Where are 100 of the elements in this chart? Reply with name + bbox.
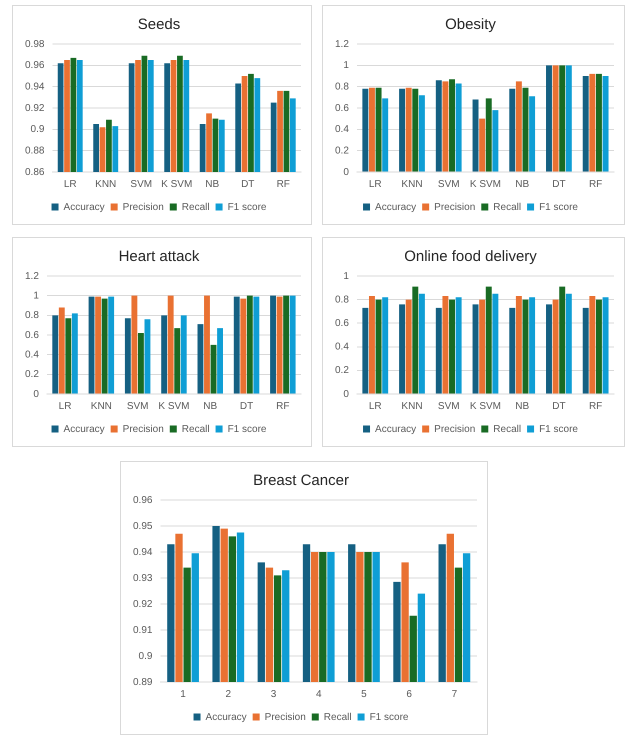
x-tick-label: SVM: [438, 400, 460, 412]
bar: [509, 308, 516, 394]
bar: [161, 315, 168, 394]
legend-label: Precision: [264, 712, 306, 723]
x-tick-label: LR: [64, 178, 77, 190]
y-tick-label: 0.6: [334, 318, 350, 329]
x-tick-label: RF: [588, 400, 602, 412]
y-tick-label: 0.92: [24, 102, 45, 114]
bar: [566, 294, 572, 394]
legend-label: Precision: [434, 202, 476, 213]
legend-label: Accuracy: [206, 712, 247, 723]
bar: [406, 300, 412, 394]
bar: [253, 296, 260, 394]
bar: [559, 286, 566, 394]
y-tick-label: 0.86: [24, 166, 45, 178]
x-tick-label: K SVM: [161, 178, 192, 190]
bar: [449, 79, 456, 172]
bar: [399, 88, 406, 172]
bar: [102, 298, 108, 394]
bar: [486, 286, 492, 394]
bar: [442, 81, 448, 172]
y-tick-label: 0.9: [138, 650, 153, 662]
x-tick-label: NB: [515, 400, 530, 412]
x-tick-label: RF: [276, 178, 290, 190]
y-tick-label: 1: [343, 60, 350, 72]
bar: [486, 98, 492, 172]
x-tick-label: KNN: [95, 178, 116, 190]
y-tick-label: 0.88: [24, 145, 45, 156]
legend-label: Accuracy: [64, 202, 105, 213]
x-tick-label: DT: [241, 178, 254, 190]
bar: [283, 296, 290, 394]
y-tick-label: 0.92: [132, 598, 153, 610]
legend-label: Precision: [434, 424, 476, 435]
y-tick-label: 0.4: [24, 349, 40, 360]
bar: [368, 88, 375, 172]
x-tick-label: 5: [361, 688, 368, 700]
y-tick-label: 0.8: [334, 294, 350, 306]
x-tick-label: KNN: [401, 178, 423, 190]
legend-label: Recall: [493, 202, 522, 213]
y-tick-label: 0.8: [334, 81, 350, 92]
bar: [168, 296, 174, 394]
bar: [522, 300, 528, 394]
x-tick-label: K SVM: [158, 400, 190, 412]
bar: [95, 296, 102, 394]
bar: [546, 65, 552, 172]
bar: [472, 99, 479, 172]
x-tick-label: SVM: [126, 400, 148, 412]
legend-label: Accuracy: [375, 202, 416, 213]
bar: [516, 296, 522, 394]
bar: [58, 307, 65, 394]
legend-label: F1 score: [539, 424, 578, 435]
bar: [174, 328, 180, 394]
x-tick-label: LR: [368, 178, 382, 190]
legend-label: Precision: [122, 202, 164, 213]
bar: [270, 296, 276, 394]
bar: [449, 300, 456, 394]
bar: [602, 76, 609, 172]
bar: [382, 98, 388, 172]
bar: [479, 118, 486, 172]
x-tick-label: NB: [203, 400, 218, 412]
bar: [566, 65, 572, 172]
y-tick-label: 0.2: [334, 145, 350, 156]
bar: [559, 65, 566, 172]
legend-label: F1 score: [228, 202, 267, 213]
x-tick-label: LR: [368, 400, 382, 412]
x-tick-label: KNN: [90, 400, 112, 412]
bar: [52, 315, 58, 394]
bar: [198, 324, 204, 394]
bar: [131, 296, 138, 394]
bar: [582, 76, 589, 172]
bar: [552, 65, 559, 172]
bar: [479, 300, 486, 394]
bar: [72, 313, 78, 394]
y-tick-label: 0.94: [132, 546, 153, 558]
y-tick-label: 0.98: [24, 38, 45, 50]
x-tick-label: NB: [515, 178, 530, 190]
y-tick-label: 1: [343, 270, 350, 282]
y-tick-label: 0: [343, 388, 350, 400]
y-tick-label: 0.8: [24, 310, 40, 322]
legend-label: Accuracy: [64, 424, 105, 435]
bar: [382, 297, 388, 394]
x-tick-label: SVM: [438, 178, 460, 190]
bar: [529, 297, 536, 394]
bar: [399, 304, 406, 394]
x-tick-label: 7: [452, 688, 458, 700]
y-tick-label: 0.91: [132, 624, 153, 636]
bar: [234, 296, 240, 394]
x-tick-label: SVM: [130, 178, 152, 190]
y-tick-label: 1: [33, 290, 40, 302]
bar: [210, 344, 216, 394]
bar: [412, 88, 418, 172]
legend-label: Recall: [182, 202, 210, 213]
legend-label: Accuracy: [375, 424, 416, 435]
bar: [418, 294, 425, 394]
x-tick-label: K SVM: [470, 400, 502, 412]
bar: [376, 88, 382, 172]
x-tick-label: K SVM: [470, 178, 502, 190]
bar: [406, 88, 412, 172]
y-tick-label: 0.2: [24, 369, 40, 380]
bar: [368, 296, 375, 394]
